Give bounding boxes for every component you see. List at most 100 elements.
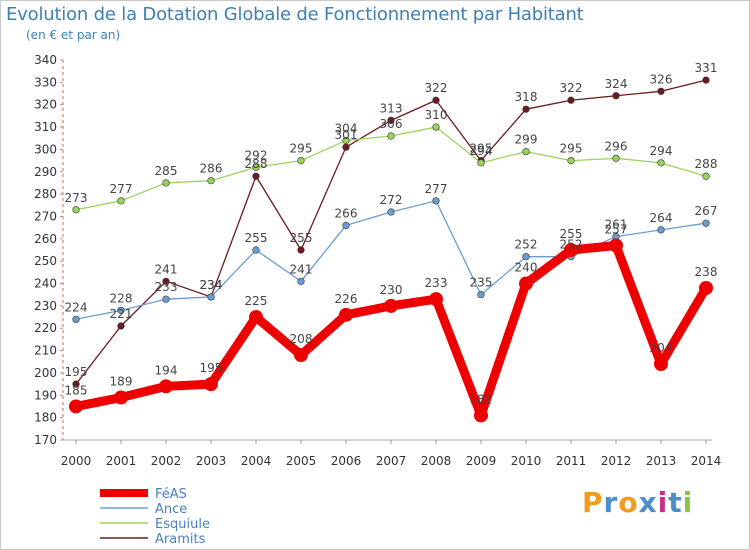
- y-tick-label: 180: [34, 411, 57, 425]
- logo-letter: o: [618, 486, 639, 519]
- y-tick-label: 220: [34, 321, 57, 335]
- point-esquiule: [387, 132, 395, 140]
- point-ance: [207, 293, 215, 301]
- data-label-fas: 226: [335, 292, 358, 306]
- logo-letter: r: [603, 486, 619, 519]
- point-esquiule: [297, 156, 305, 165]
- point-ance: [702, 219, 710, 227]
- point-fas: [294, 348, 308, 363]
- data-label-ance: 266: [335, 206, 358, 220]
- data-label-ance: 264: [650, 211, 673, 225]
- data-label-aramits: 234: [200, 278, 223, 292]
- point-fas: [564, 243, 578, 257]
- x-tick-label: 2014: [691, 454, 722, 468]
- data-label-esquiule: 285: [155, 164, 178, 178]
- point-aramits: [657, 87, 665, 95]
- point-fas: [519, 276, 533, 291]
- data-label-ance: 252: [515, 238, 538, 252]
- data-label-fas: 233: [425, 276, 448, 290]
- data-labels: 195 221 241 234 288 255 301 313 322 295 318 322 324 3…: [65, 61, 718, 406]
- x-tick-label: 2002: [151, 454, 182, 468]
- data-label-ance: 234: [200, 278, 223, 292]
- point-esquiule: [162, 179, 170, 187]
- point-aramits: [522, 105, 530, 113]
- data-label-aramits: 301: [335, 128, 358, 142]
- proxiti-logo: Proxiti: [582, 486, 693, 519]
- data-label-ance: 228: [110, 291, 133, 305]
- x-tick-label: 2007: [376, 454, 407, 468]
- data-label-fas: 189: [110, 375, 133, 389]
- y-tick-label: 190: [34, 388, 57, 402]
- point-esquiule: [702, 172, 710, 180]
- x-tick-label: 2012: [601, 454, 632, 468]
- data-label-esquiule: 295: [290, 142, 313, 156]
- point-esquiule: [567, 156, 575, 165]
- point-fas: [699, 281, 713, 295]
- point-ance: [252, 246, 260, 254]
- data-label-fas: 238: [695, 265, 718, 279]
- x-tick-label: 2008: [421, 454, 452, 468]
- point-fas: [654, 357, 668, 371]
- x-tick-label: 2009: [466, 454, 497, 468]
- point-esquiule: [252, 163, 260, 171]
- point-fas: [204, 377, 218, 392]
- data-label-aramits: 322: [560, 81, 583, 95]
- point-aramits: [612, 92, 620, 100]
- y-tick-label: 320: [34, 98, 57, 112]
- point-aramits: [567, 96, 575, 104]
- point-fas: [339, 307, 353, 322]
- y-tick-label: 330: [34, 75, 57, 89]
- data-label-ance: 267: [695, 204, 718, 218]
- y-tick-label: 210: [34, 344, 57, 358]
- data-label-esquiule: 299: [515, 133, 538, 147]
- point-aramits: [117, 322, 125, 330]
- logo-letter: i: [657, 486, 669, 519]
- data-label-ance: 277: [425, 182, 448, 196]
- data-label-ance: 252: [560, 238, 583, 252]
- y-tick-label: 270: [34, 209, 57, 223]
- x-tick-label: 2013: [646, 454, 677, 468]
- x-tick-label: 2005: [286, 454, 317, 468]
- data-label-fas: 185: [65, 383, 88, 397]
- point-esquiule: [657, 159, 665, 167]
- data-label-fas: 230: [380, 283, 403, 297]
- data-label-fas: 240: [515, 261, 538, 275]
- point-esquiule: [477, 159, 485, 167]
- point-esquiule: [117, 197, 125, 205]
- data-label-aramits: 322: [425, 81, 448, 95]
- point-fas: [429, 292, 443, 307]
- data-label-fas: 194: [155, 363, 178, 377]
- data-label-aramits: 221: [110, 307, 133, 321]
- data-label-esquiule: 288: [695, 157, 718, 171]
- data-label-aramits: 288: [245, 157, 268, 171]
- legend-label: Esquiule: [155, 517, 210, 532]
- x-tick-label: 2010: [511, 454, 542, 468]
- point-ance: [477, 291, 485, 299]
- point-esquiule: [432, 123, 440, 131]
- point-aramits: [387, 116, 395, 124]
- x-tick-label: 2004: [241, 454, 272, 468]
- point-esquiule: [207, 177, 215, 185]
- y-tick-label: 170: [34, 433, 57, 447]
- y-tick-label: 310: [34, 120, 57, 134]
- point-esquiule: [342, 136, 350, 145]
- point-fas: [384, 298, 398, 313]
- point-fas: [69, 399, 83, 414]
- data-label-ance: 261: [605, 218, 628, 232]
- data-label-aramits: 241: [155, 262, 178, 276]
- point-ance: [117, 306, 125, 314]
- data-label-aramits: 295: [470, 142, 493, 156]
- legend-label: FéAS: [155, 487, 187, 502]
- point-ance: [297, 277, 305, 285]
- y-tick-label: 240: [34, 277, 57, 291]
- data-label-ance: 233: [155, 280, 178, 294]
- data-label-ance: 235: [470, 276, 493, 290]
- x-tick-label: 2001: [106, 454, 137, 468]
- point-aramits: [432, 96, 440, 104]
- legend-label: Ance: [155, 502, 187, 517]
- point-fas: [249, 310, 263, 325]
- logo-letter: i: [682, 486, 694, 519]
- y-tick-label: 230: [34, 299, 57, 313]
